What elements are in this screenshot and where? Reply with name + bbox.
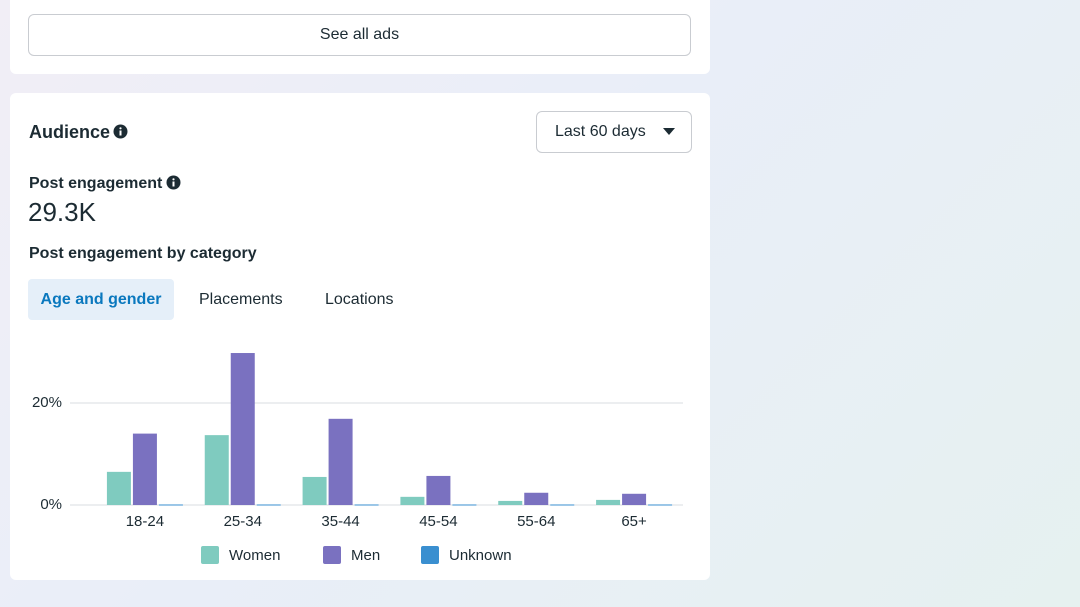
ads-card: See all ads — [10, 0, 710, 74]
metric-value: 29.3K — [28, 197, 96, 227]
date-range-dropdown[interactable]: Last 60 days — [536, 111, 692, 153]
bar — [648, 504, 673, 506]
x-tick-label: 45-54 — [419, 513, 457, 530]
x-tick-label: 35-44 — [321, 513, 359, 530]
x-tick-label: 18-24 — [126, 513, 164, 530]
bar — [158, 504, 183, 506]
bar — [204, 435, 229, 505]
bar — [132, 433, 157, 505]
see-all-ads-button[interactable]: See all ads — [28, 14, 691, 56]
metric-label: Post engagement — [29, 175, 163, 192]
date-range-label: Last 60 days — [555, 123, 646, 140]
legend-label: Women — [229, 547, 280, 564]
bar — [452, 504, 477, 506]
x-tick-label: 25-34 — [224, 513, 262, 530]
x-tick-label: 55-64 — [517, 513, 555, 530]
info-icon[interactable] — [113, 124, 128, 139]
bar — [354, 504, 379, 506]
bar — [550, 504, 575, 506]
legend-swatch — [421, 546, 439, 564]
tab[interactable]: Placements — [199, 290, 283, 308]
dropdown-caret — [663, 128, 675, 135]
bar — [524, 492, 549, 505]
y-tick-label: 0% — [40, 496, 62, 513]
legend-swatch — [201, 546, 219, 564]
tab[interactable]: Locations — [325, 290, 394, 308]
breakdown-title: Post engagement by category — [29, 245, 257, 262]
bar — [622, 493, 647, 505]
bar — [302, 476, 327, 505]
x-tick-label: 65+ — [621, 513, 647, 530]
legend-label: Men — [351, 547, 380, 564]
tab[interactable]: Age and gender — [28, 279, 174, 320]
y-tick-label: 20% — [32, 394, 62, 411]
bar — [328, 418, 353, 505]
bar — [498, 500, 523, 505]
bar — [106, 471, 131, 505]
info-icon[interactable] — [166, 175, 181, 190]
bar — [596, 499, 621, 505]
audience-title: Audience — [29, 122, 111, 142]
bar — [426, 475, 451, 505]
bar — [230, 353, 255, 505]
legend-swatch — [323, 546, 341, 564]
bar — [256, 504, 281, 506]
bar — [400, 496, 425, 505]
legend-label: Unknown — [449, 547, 512, 564]
